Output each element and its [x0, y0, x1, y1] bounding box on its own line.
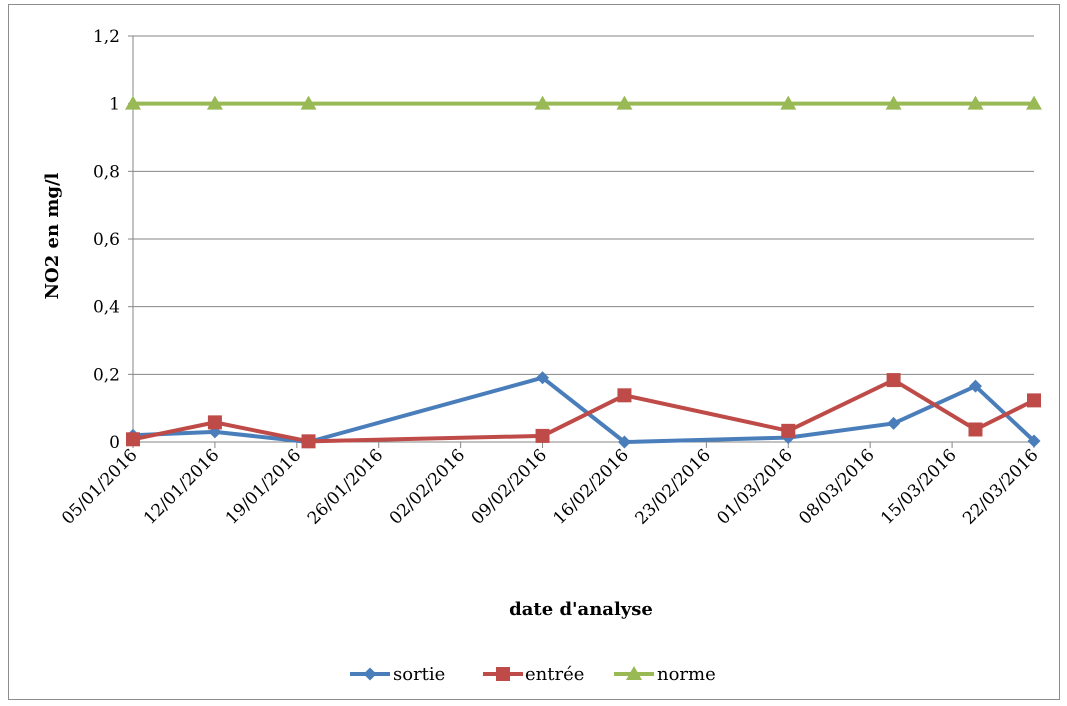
- data-point: [1026, 95, 1042, 110]
- y-tick-labels: 0 0,2 0,4 0,6 0,8 1 1,2: [93, 27, 120, 453]
- data-point: [125, 95, 141, 110]
- data-point: [968, 379, 982, 393]
- legend-item-entrée: entrée: [483, 664, 584, 685]
- data-point: [885, 95, 902, 110]
- data-point: [967, 95, 984, 110]
- data-point: [207, 415, 222, 430]
- y-axis-title: NO2 en mg/l: [42, 172, 63, 299]
- x-tick-label: 08/03/2016: [795, 445, 878, 528]
- legend-marker: [363, 667, 377, 681]
- x-tick-label: 09/02/2016: [468, 445, 551, 528]
- data-point: [301, 434, 316, 449]
- series-sortie: [126, 371, 1041, 449]
- y-tick-label: 1: [109, 95, 120, 115]
- data-point: [887, 416, 901, 430]
- legend-marker: [626, 666, 642, 680]
- data-point: [780, 95, 797, 110]
- series-norme: [125, 95, 1042, 110]
- data-point: [616, 95, 633, 110]
- y-tick-label: 0,6: [93, 230, 120, 250]
- legend-label: norme: [657, 664, 716, 685]
- x-tick-label: 01/03/2016: [713, 445, 796, 528]
- y-tick-label: 0: [109, 433, 120, 453]
- legend-label: sortie: [393, 664, 445, 685]
- y-tick-label: 0,2: [93, 365, 120, 385]
- data-point: [126, 432, 140, 447]
- data-point: [536, 371, 550, 385]
- data-point: [535, 428, 550, 443]
- data-point: [886, 373, 901, 388]
- data-point: [206, 95, 223, 110]
- data-point: [781, 423, 796, 438]
- x-tick-label: 02/02/2016: [386, 445, 469, 528]
- y-tick-label: 0,4: [93, 298, 120, 318]
- data-point: [617, 435, 631, 449]
- x-tick-label: 19/01/2016: [222, 445, 305, 528]
- x-tick-label: 22/03/2016: [959, 445, 1042, 528]
- data-point: [1027, 434, 1041, 448]
- y-tick-label: 1,2: [93, 27, 120, 47]
- x-tick-label: 16/02/2016: [550, 445, 633, 528]
- legend-item-sortie: sortie: [350, 664, 445, 685]
- x-axis-title: date d'analyse: [509, 599, 653, 620]
- x-tick-labels: 05/01/201612/01/201619/01/201626/01/2016…: [58, 445, 1042, 528]
- x-tick-label: 23/02/2016: [631, 445, 714, 528]
- x-tick-label: 26/01/2016: [304, 445, 387, 528]
- data-point: [534, 95, 551, 110]
- x-tick-label: 05/01/2016: [58, 445, 141, 528]
- data-point: [300, 95, 317, 110]
- data-point: [617, 388, 632, 403]
- x-tick-label: 15/03/2016: [877, 445, 960, 528]
- legend-label: entrée: [525, 664, 584, 685]
- legend: sortie entrée norme: [350, 664, 716, 685]
- data-point: [1027, 393, 1041, 408]
- x-tick-label: 12/01/2016: [140, 445, 223, 528]
- y-tick-label: 0,8: [93, 162, 120, 182]
- data-point: [968, 422, 983, 437]
- series-entrée: [126, 373, 1041, 449]
- legend-item-norme: norme: [614, 664, 716, 685]
- chart-frame: [8, 4, 1060, 700]
- legend-marker: [496, 667, 510, 681]
- series-layer: [125, 95, 1042, 449]
